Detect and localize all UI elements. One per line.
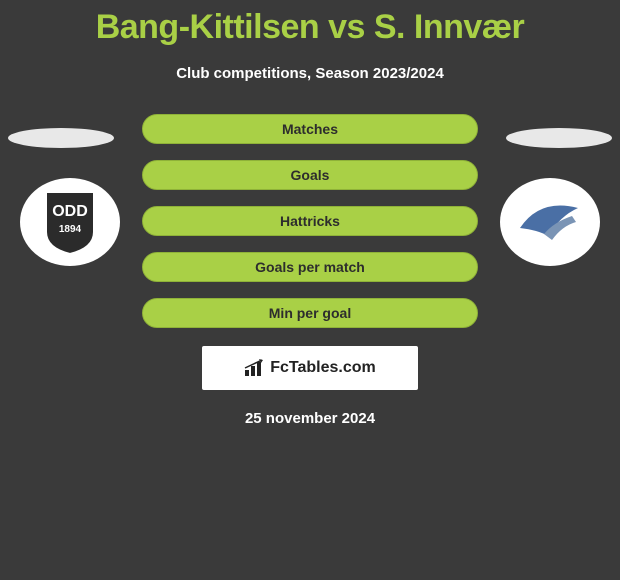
subtitle: Club competitions, Season 2023/2024: [0, 65, 620, 82]
team-badge-right: [500, 178, 600, 271]
stat-pill-goals-per-match: Goals per match: [142, 252, 478, 282]
footer-brand: FcTables.com: [202, 346, 418, 390]
stat-pill-min-per-goal: Min per goal: [142, 298, 478, 328]
team-badge-left: ODD 1894: [20, 178, 120, 271]
date-label: 25 november 2024: [0, 410, 620, 427]
stat-pill-goals: Goals: [142, 160, 478, 190]
stat-pill-hattricks: Hattricks: [142, 206, 478, 236]
stat-pill-matches: Matches: [142, 114, 478, 144]
decorative-oval-left: [8, 128, 114, 148]
odd-shield-icon: ODD 1894: [20, 178, 120, 266]
ball-icon: [500, 178, 600, 266]
bar-chart-icon: [244, 359, 266, 377]
page-title: Bang-Kittilsen vs S. Innvær: [0, 0, 620, 47]
footer-brand-text: FcTables.com: [270, 359, 376, 377]
svg-text:ODD: ODD: [52, 203, 88, 220]
decorative-oval-right: [506, 128, 612, 148]
svg-text:1894: 1894: [59, 224, 82, 235]
